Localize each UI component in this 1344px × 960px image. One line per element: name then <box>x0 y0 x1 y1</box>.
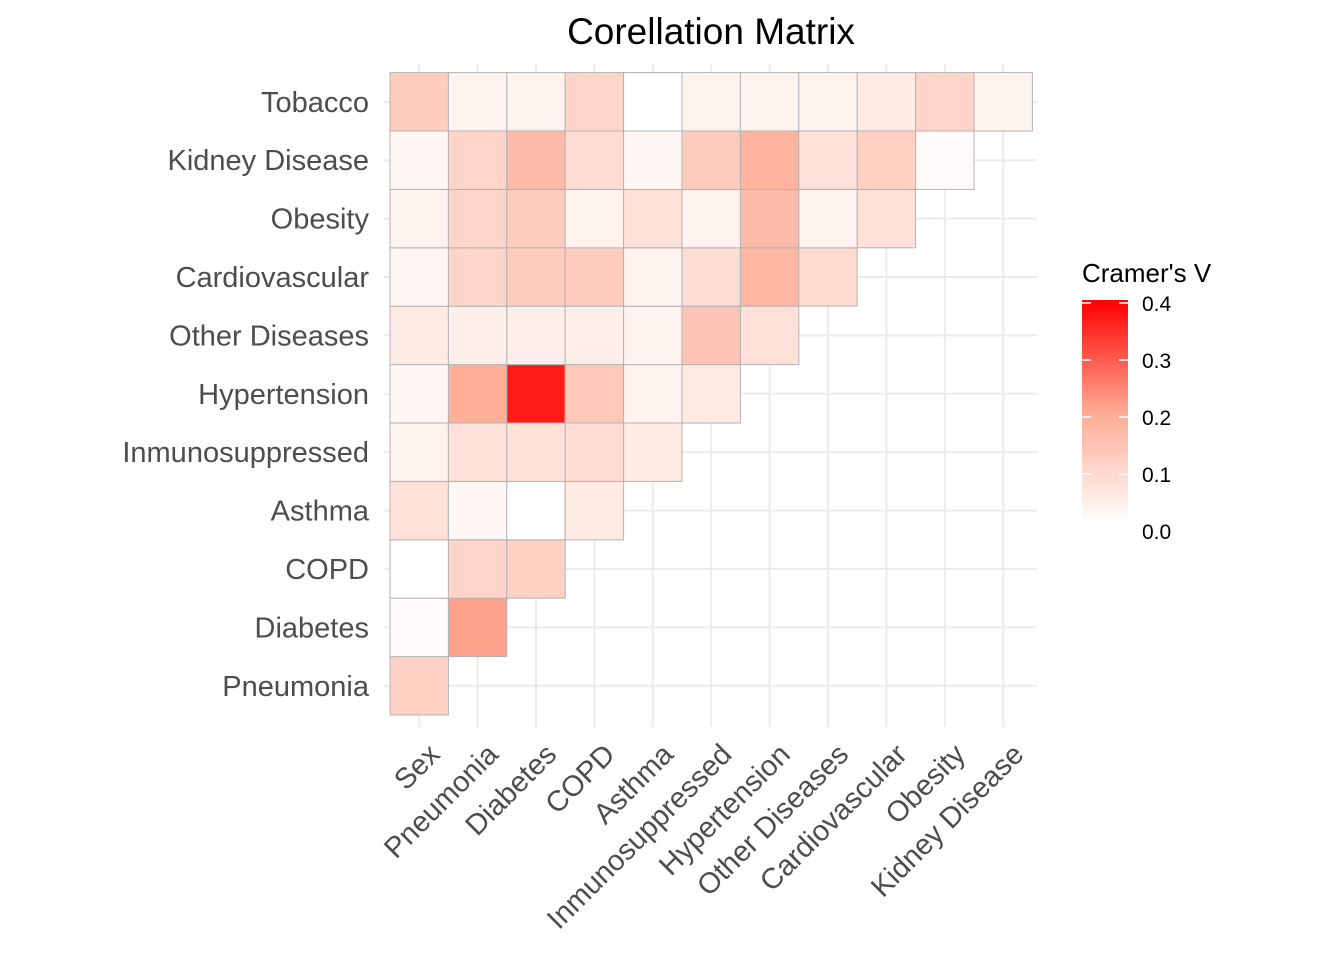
heatmap-cell <box>798 188 858 249</box>
heatmap-cell <box>506 539 566 599</box>
y-tick-label: Cardiovascular <box>176 262 370 294</box>
heatmap-cell <box>623 130 683 190</box>
heatmap-cell <box>564 188 625 249</box>
heatmap-cell <box>739 305 800 366</box>
heatmap-cell <box>856 188 917 249</box>
heatmap-cell <box>915 72 975 132</box>
legend-colorbar <box>1082 300 1128 524</box>
legend-tick-label: 0.0 <box>1142 521 1171 544</box>
heatmap-cell <box>681 305 741 366</box>
heatmap-cell <box>623 422 683 482</box>
heatmap-cell <box>623 72 683 132</box>
legend-tick-label: 0.1 <box>1142 464 1171 487</box>
heatmap-cell <box>623 305 683 366</box>
heatmap-cell <box>564 305 625 366</box>
y-axis-tick-labels: Pneumonia Diabetes COPD Asthma Inmunosuppres… <box>122 87 370 703</box>
chart-title: Corellation Matrix <box>567 11 855 52</box>
heatmap-cell <box>506 72 566 132</box>
heatmap-cell <box>623 188 683 249</box>
heatmap-cell <box>389 422 449 482</box>
heatmap-cell <box>739 188 800 249</box>
heatmap-cell <box>447 188 508 249</box>
color-legend: Cramer's V 0.0 0.1 0.2 0.3 0.4 <box>1082 258 1212 544</box>
heatmap-cell <box>564 247 625 307</box>
heatmap-cell <box>681 130 741 190</box>
legend-ticks: 0.0 0.1 0.2 0.3 0.4 <box>1082 293 1172 544</box>
heatmap-cell <box>681 72 741 132</box>
y-tick-label: Pneumonia <box>222 671 370 703</box>
heatmap-cell <box>506 188 566 249</box>
heatmap-cell <box>389 305 449 366</box>
heatmap-cell <box>973 72 1033 132</box>
heatmap-cell <box>623 364 683 424</box>
heatmap-cell <box>506 247 566 307</box>
heatmap-cell <box>739 130 800 190</box>
heatmap-cell <box>564 480 625 541</box>
y-tick-label: Inmunosuppressed <box>122 437 369 469</box>
heatmap-cell <box>564 364 625 424</box>
y-tick-label: Diabetes <box>255 612 369 644</box>
heatmap-cell <box>798 72 858 132</box>
heatmap-cell <box>389 72 449 132</box>
heatmap-cell <box>681 364 741 424</box>
heatmap-cell <box>447 305 508 366</box>
heatmap-cell <box>856 130 917 190</box>
y-tick-label: Obesity <box>271 204 370 236</box>
heatmap-cell <box>447 247 508 307</box>
heatmap-cells <box>389 72 1033 716</box>
heatmap-cell <box>681 247 741 307</box>
heatmap-cell <box>389 130 449 190</box>
legend-tick-label: 0.2 <box>1142 407 1171 430</box>
heatmap-cell <box>506 364 566 424</box>
heatmap-cell <box>506 305 566 366</box>
heatmap-cell <box>447 539 508 599</box>
heatmap-cell <box>681 188 741 249</box>
heatmap-cell <box>623 247 683 307</box>
heatmap-cell <box>798 247 858 307</box>
heatmap-cell <box>564 72 625 132</box>
heatmap-cell <box>447 130 508 190</box>
heatmap-cell <box>506 480 566 541</box>
y-tick-label: Other Diseases <box>169 320 369 352</box>
heatmap-cell <box>389 656 449 716</box>
heatmap-cell <box>447 422 508 482</box>
heatmap-cell <box>739 72 800 132</box>
y-tick-label: Tobacco <box>261 87 369 119</box>
legend-tick-label: 0.3 <box>1142 350 1171 373</box>
heatmap-cell <box>389 597 449 658</box>
heatmap-cell <box>447 72 508 132</box>
heatmap-cell <box>506 130 566 190</box>
heatmap-cell <box>389 364 449 424</box>
heatmap-cell <box>564 130 625 190</box>
heatmap-cell <box>915 130 975 190</box>
heatmap-cell <box>739 247 800 307</box>
heatmap-cell <box>389 539 449 599</box>
heatmap-cell <box>447 597 508 658</box>
y-tick-label: Hypertension <box>198 379 369 411</box>
y-tick-label: COPD <box>285 554 369 586</box>
legend-tick-label: 0.4 <box>1142 293 1172 316</box>
y-tick-label: Asthma <box>271 496 370 528</box>
heatmap-cell <box>856 72 917 132</box>
heatmap-cell <box>389 480 449 541</box>
heatmap-cell <box>389 188 449 249</box>
heatmap-cell <box>506 422 566 482</box>
y-tick-label: Kidney Disease <box>168 145 370 177</box>
heatmap-cell <box>447 480 508 541</box>
legend-title: Cramer's V <box>1082 258 1212 288</box>
heatmap-cell <box>389 247 449 307</box>
heatmap-cell <box>447 364 508 424</box>
x-axis-tick-labels: SexPneumoniaDiabetesCOPDAsthmaInmunosupp… <box>378 738 1030 936</box>
heatmap-cell <box>798 130 858 190</box>
heatmap-cell <box>564 422 625 482</box>
